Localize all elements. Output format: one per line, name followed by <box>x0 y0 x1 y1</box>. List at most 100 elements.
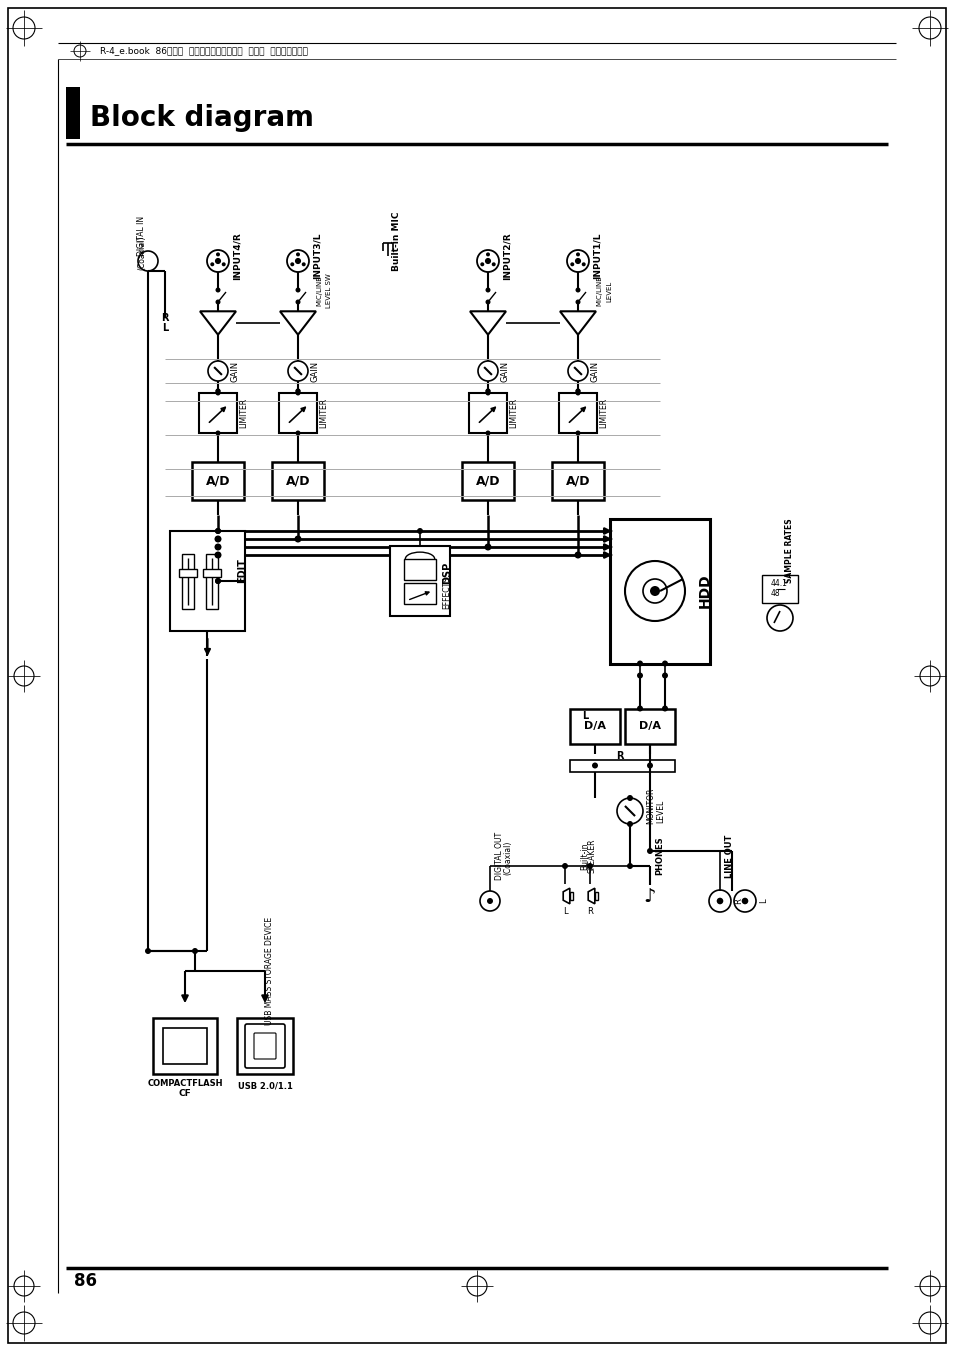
Circle shape <box>295 389 300 393</box>
Text: GAIN: GAIN <box>311 361 319 381</box>
Circle shape <box>575 553 580 558</box>
Bar <box>461 462 514 500</box>
FancyBboxPatch shape <box>253 1034 275 1059</box>
Circle shape <box>586 863 593 869</box>
Circle shape <box>13 1312 35 1333</box>
Circle shape <box>215 431 220 435</box>
Text: COMPACTFLASH: COMPACTFLASH <box>147 1079 222 1089</box>
Text: INPUT3/L: INPUT3/L <box>313 232 322 280</box>
Circle shape <box>486 898 493 904</box>
Bar <box>761 576 797 603</box>
Circle shape <box>637 705 642 712</box>
Circle shape <box>221 262 226 266</box>
Circle shape <box>295 300 300 304</box>
Circle shape <box>14 1275 34 1296</box>
Circle shape <box>485 288 490 293</box>
Bar <box>569 759 675 771</box>
Text: INPUT2/R: INPUT2/R <box>502 232 512 280</box>
Bar <box>182 554 193 608</box>
Text: Block diagram: Block diagram <box>90 104 314 132</box>
Circle shape <box>138 251 158 272</box>
Circle shape <box>214 551 221 558</box>
Circle shape <box>581 262 585 266</box>
Text: Built-in MIC: Built-in MIC <box>392 211 400 270</box>
Circle shape <box>592 762 598 769</box>
Circle shape <box>192 948 198 954</box>
Text: 86: 86 <box>74 1273 97 1290</box>
Circle shape <box>13 18 35 39</box>
Circle shape <box>479 892 499 911</box>
Circle shape <box>766 605 792 631</box>
Text: (Coaxial): (Coaxial) <box>137 236 146 270</box>
Bar <box>624 708 675 743</box>
Text: Built-in: Built-in <box>579 842 588 870</box>
Circle shape <box>208 361 228 381</box>
Circle shape <box>215 253 220 257</box>
Circle shape <box>646 762 652 769</box>
Bar <box>192 462 244 500</box>
Text: L: L <box>162 323 168 332</box>
Circle shape <box>485 253 490 257</box>
Circle shape <box>740 897 747 904</box>
Bar <box>179 569 196 577</box>
Circle shape <box>716 897 722 904</box>
Circle shape <box>575 431 579 435</box>
Circle shape <box>919 1275 939 1296</box>
Circle shape <box>294 536 301 542</box>
Text: HDD: HDD <box>698 574 711 608</box>
Circle shape <box>918 18 940 39</box>
Bar <box>552 462 603 500</box>
Circle shape <box>295 431 300 435</box>
Circle shape <box>215 389 220 393</box>
Bar <box>278 393 316 434</box>
Text: GAIN: GAIN <box>500 361 510 381</box>
Text: R: R <box>733 898 742 904</box>
Circle shape <box>624 561 684 621</box>
Circle shape <box>642 580 666 603</box>
Text: L: L <box>562 908 567 916</box>
Text: MIC/LINE: MIC/LINE <box>315 276 322 307</box>
Circle shape <box>476 250 498 272</box>
Circle shape <box>626 821 633 827</box>
Circle shape <box>491 262 496 266</box>
Circle shape <box>574 551 581 558</box>
FancyBboxPatch shape <box>245 1024 285 1069</box>
Circle shape <box>484 543 491 550</box>
Text: 44.1: 44.1 <box>770 578 787 588</box>
Circle shape <box>145 948 151 954</box>
Circle shape <box>215 390 220 396</box>
Circle shape <box>484 544 491 550</box>
Circle shape <box>214 553 221 558</box>
Circle shape <box>575 390 579 396</box>
Bar <box>272 462 324 500</box>
Text: PHONES: PHONES <box>655 836 663 875</box>
Circle shape <box>295 253 299 257</box>
Bar <box>206 554 218 608</box>
Circle shape <box>575 258 580 263</box>
Text: DIGITAL IN: DIGITAL IN <box>137 216 146 257</box>
Bar <box>390 546 450 616</box>
Circle shape <box>646 848 652 854</box>
Text: MONITOR: MONITOR <box>645 788 655 824</box>
Text: GAIN: GAIN <box>590 361 599 381</box>
Circle shape <box>484 258 491 263</box>
Text: D/A: D/A <box>639 721 660 731</box>
Text: ♪: ♪ <box>643 886 656 905</box>
Bar <box>163 1028 207 1065</box>
Circle shape <box>214 543 221 550</box>
Circle shape <box>215 288 220 293</box>
Text: USB MASS STORAGE DEVICE: USB MASS STORAGE DEVICE <box>265 917 274 1025</box>
Circle shape <box>214 258 221 263</box>
Text: A/D: A/D <box>476 474 499 488</box>
Circle shape <box>576 253 579 257</box>
Circle shape <box>733 890 755 912</box>
Circle shape <box>575 300 579 304</box>
Circle shape <box>301 262 305 266</box>
Circle shape <box>575 389 579 393</box>
Circle shape <box>215 389 220 393</box>
Circle shape <box>416 528 422 534</box>
Text: LEVEL: LEVEL <box>605 281 612 301</box>
Polygon shape <box>280 311 315 335</box>
Text: INPUT1/L: INPUT1/L <box>593 232 601 280</box>
Text: R: R <box>616 751 623 761</box>
